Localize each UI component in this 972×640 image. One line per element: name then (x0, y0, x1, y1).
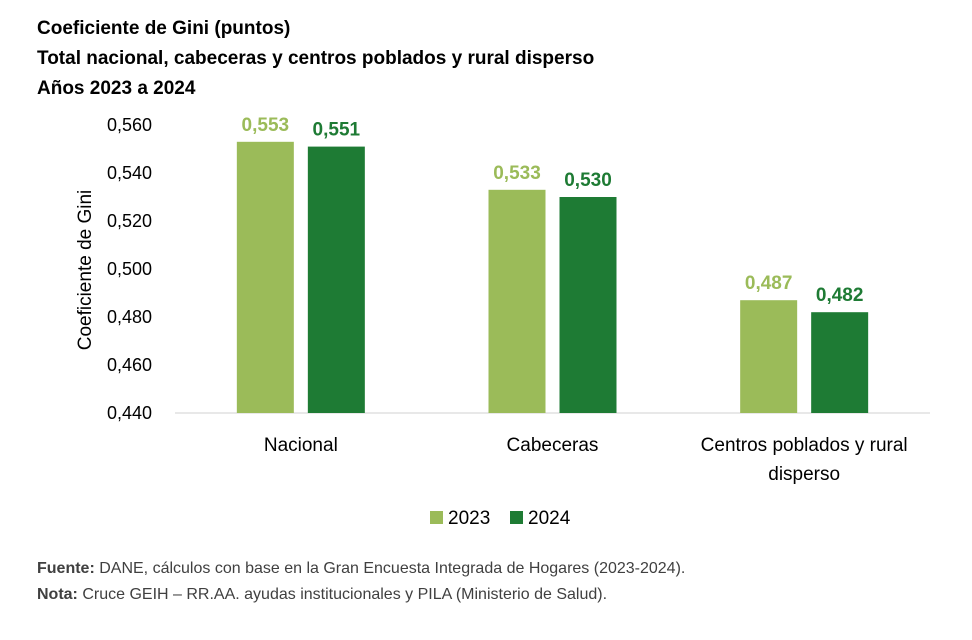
legend-label-2024: 2024 (528, 508, 571, 529)
data-label-2024: 0,530 (564, 170, 612, 191)
note: Nota: Cruce GEIH – RR.AA. ayudas institu… (37, 582, 685, 608)
y-tick-label: 0,500 (107, 259, 152, 279)
source-label: Fuente: (37, 560, 95, 577)
bar-chart: 0,440 0,460 0,480 0,500 0,520 0,540 0,560 Coefi… (75, 115, 930, 529)
data-label-2023: 0,533 (493, 163, 541, 184)
y-tick-label: 0,440 (107, 403, 152, 423)
chart-title-block: Coeficiente de Gini (puntos) Total nacio… (37, 14, 594, 104)
x-tick-label: disperso (768, 464, 840, 485)
bar-2023 (740, 300, 798, 413)
chart-title: Coeficiente de Gini (puntos) (37, 18, 291, 39)
bar-2024 (307, 146, 365, 413)
footnotes: Fuente: DANE, cálculos con base en la Gr… (37, 556, 685, 608)
note-label: Nota: (37, 586, 78, 603)
x-tick-label: Centros poblados y rural (701, 435, 908, 456)
bar-2024 (811, 312, 869, 413)
legend-swatch-2024 (510, 511, 523, 524)
data-label-2024: 0,482 (816, 285, 864, 306)
y-tick-label: 0,520 (107, 211, 152, 231)
source-note: Fuente: DANE, cálculos con base en la Gr… (37, 556, 685, 582)
source-text: DANE, cálculos con base en la Gran Encue… (94, 560, 686, 577)
y-axis-label: Coeficiente de Gini (75, 190, 96, 351)
note-text: Cruce GEIH – RR.AA. ayudas institucional… (77, 586, 608, 603)
bar-2023 (488, 189, 546, 413)
data-label-2024: 0,551 (313, 120, 361, 141)
data-label-2023: 0,487 (745, 273, 793, 294)
data-label-2023: 0,553 (242, 115, 290, 136)
bar-2023 (236, 141, 294, 414)
y-tick-label: 0,560 (107, 115, 152, 135)
y-tick-label: 0,540 (107, 163, 152, 183)
legend-swatch-2023 (430, 511, 443, 524)
x-tick-label: Cabeceras (507, 435, 599, 456)
chart-subtitle: Total nacional, cabeceras y centros pobl… (37, 48, 595, 69)
y-tick-label: 0,480 (107, 307, 152, 327)
y-tick-label: 0,460 (107, 355, 152, 375)
x-tick-label: Nacional (264, 435, 338, 456)
legend-label-2023: 2023 (448, 508, 490, 529)
bar-2024 (559, 197, 617, 413)
chart-years: Años 2023 a 2024 (37, 78, 196, 99)
